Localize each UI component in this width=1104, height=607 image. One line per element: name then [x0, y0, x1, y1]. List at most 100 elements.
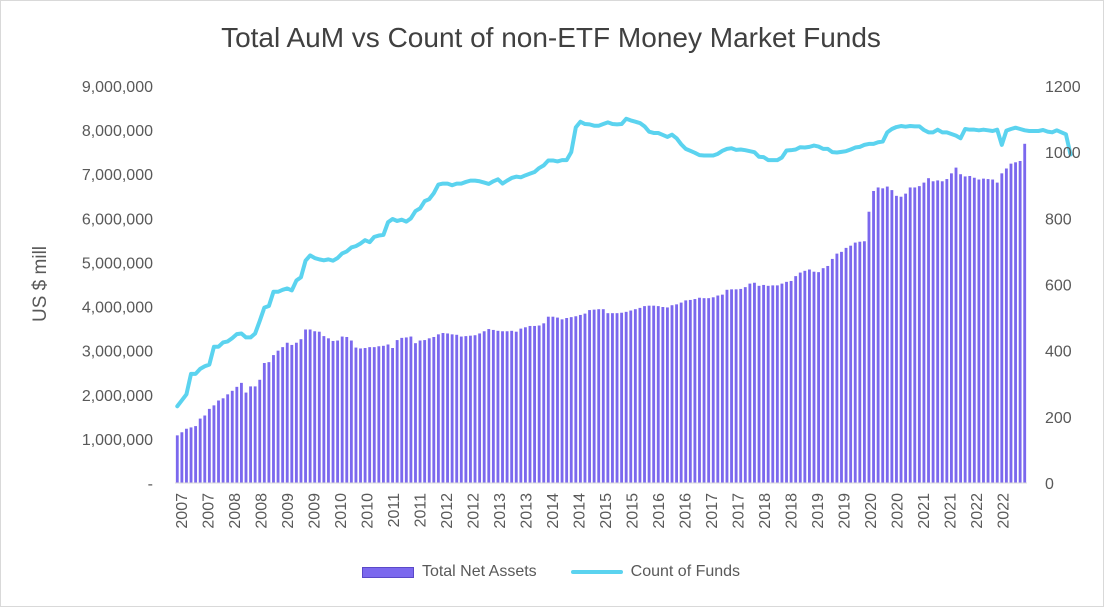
bar-total-net-assets [647, 305, 651, 483]
bar-total-net-assets [936, 180, 940, 483]
bar-total-net-assets [285, 342, 289, 483]
bar-total-net-assets [281, 347, 285, 483]
bar-total-net-assets [876, 187, 880, 483]
bar-total-net-assets [235, 386, 239, 483]
bar-total-net-assets [748, 283, 752, 483]
bar-total-net-assets [945, 179, 949, 483]
bar-total-net-assets [633, 309, 637, 483]
bar-total-net-assets [725, 289, 729, 483]
legend-label-count-of-funds: Count of Funds [630, 563, 741, 580]
bar-total-net-assets [317, 331, 321, 483]
bar-total-net-assets [675, 304, 678, 483]
bar-total-net-assets [817, 272, 820, 483]
bar-total-net-assets [455, 334, 459, 483]
bar-total-net-assets [670, 305, 674, 483]
bar-total-net-assets [345, 336, 349, 483]
x-tick-label: 2015 [625, 493, 642, 529]
bar-total-net-assets [1014, 162, 1017, 483]
bar-total-net-assets [404, 337, 408, 483]
bar-total-net-assets [294, 342, 298, 483]
bar-total-net-assets [418, 340, 422, 483]
bar-total-net-assets [643, 306, 646, 483]
bar-total-net-assets [959, 174, 962, 483]
bar-total-net-assets [514, 331, 518, 483]
bar-total-net-assets [830, 258, 834, 483]
bar-total-net-assets [977, 179, 981, 483]
bar-total-net-assets [519, 328, 523, 483]
bar-total-net-assets [666, 307, 669, 483]
bar-total-net-assets [533, 325, 536, 483]
x-tick-label: 2019 [837, 493, 854, 529]
bar-total-net-assets [917, 186, 921, 483]
bar-total-net-assets [560, 319, 564, 483]
bar-total-net-assets [720, 294, 724, 483]
bar-total-net-assets [212, 405, 216, 483]
bar-total-net-assets [785, 281, 788, 483]
bar-total-net-assets [240, 382, 243, 483]
bar-total-net-assets [757, 285, 761, 483]
y-tick-label: - [148, 476, 153, 493]
bar-total-net-assets [972, 177, 976, 483]
y2-tick-label: 0 [1045, 476, 1054, 493]
bar-total-net-assets [652, 305, 656, 483]
legend: Total Net Assets Count of Funds [0, 563, 1102, 581]
bar-total-net-assets [409, 336, 413, 483]
bar-total-net-assets [927, 178, 930, 483]
bar-total-net-assets [908, 187, 912, 483]
chart-title: Total AuM vs Count of non-ETF Money Mark… [221, 22, 881, 53]
bar-total-net-assets [207, 408, 211, 483]
bar-total-net-assets [940, 181, 944, 483]
bar-total-net-assets [400, 337, 404, 483]
bar-total-net-assets [505, 331, 509, 483]
y-tick-label: 6,000,000 [82, 211, 153, 228]
bar-total-net-assets [304, 329, 307, 483]
bar-total-net-assets [313, 331, 317, 483]
bar-total-net-assets [221, 398, 225, 483]
bar-total-net-assets [272, 355, 275, 483]
x-tick-label: 2009 [280, 493, 297, 529]
bar-total-net-assets [890, 190, 894, 483]
bar-total-net-assets [1018, 160, 1022, 484]
bar-total-net-assets [542, 323, 546, 483]
bar-total-net-assets [739, 288, 743, 483]
axis-layer: - 1,000,000 2,000,000 3,000,000 4,000,000 5,0… [82, 79, 1081, 529]
x-tick-label: 2014 [572, 493, 589, 529]
bar-total-net-assets [327, 338, 330, 483]
bar-total-net-assets [730, 289, 733, 483]
bar-total-net-assets [922, 182, 926, 483]
bar-total-net-assets [469, 335, 472, 483]
x-tick-label: 2010 [333, 493, 350, 529]
bar-total-net-assets [982, 178, 985, 483]
bar-total-net-assets [578, 314, 582, 483]
bar-total-net-assets [743, 287, 747, 483]
count-of-funds-line [175, 116, 1073, 409]
x-tick-label: 2007 [174, 493, 191, 529]
y-axis-title: US $ mill [30, 246, 51, 322]
bar-total-net-assets [473, 335, 477, 483]
bars-layer [175, 143, 1027, 484]
bar-total-net-assets [624, 311, 628, 483]
x-tick-label: 2019 [810, 493, 827, 529]
bar-total-net-assets [753, 282, 756, 483]
bar-total-net-assets [849, 245, 853, 483]
x-tick-label: 2015 [598, 493, 615, 529]
bar-total-net-assets [963, 176, 967, 483]
bar-total-net-assets [904, 193, 908, 483]
bar-total-net-assets [588, 310, 591, 483]
bar-total-net-assets [290, 344, 294, 483]
x-tick-label: 2021 [943, 493, 960, 529]
x-tick-label: 2016 [651, 493, 668, 529]
bar-total-net-assets [491, 329, 495, 483]
y-tick-label: 9,000,000 [82, 79, 153, 96]
bar-total-net-assets [249, 386, 252, 483]
bar-total-net-assets [569, 317, 573, 483]
bar-total-net-assets [601, 309, 605, 483]
x-tick-label: 2007 [201, 493, 218, 529]
x-tick-label: 2014 [545, 493, 562, 529]
bar-total-net-assets [931, 181, 935, 483]
bar-total-net-assets [382, 345, 385, 483]
bar-total-net-assets [189, 427, 193, 483]
y2-tick-label: 1000 [1045, 145, 1081, 162]
bar-total-net-assets [615, 313, 619, 483]
bar-total-net-assets [771, 285, 775, 483]
